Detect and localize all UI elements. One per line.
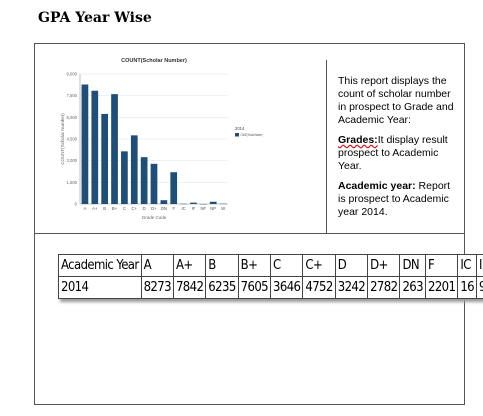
bar	[101, 113, 109, 204]
table-cell: 2782	[367, 276, 401, 299]
bar	[150, 163, 158, 204]
table-cell: 263	[399, 276, 426, 299]
table-cell: 7605	[237, 276, 272, 299]
bar	[160, 200, 168, 204]
x-tick-label: IC	[182, 206, 186, 211]
x-tick-label: C+	[132, 206, 138, 211]
table-cell: 16	[457, 276, 478, 299]
x-tick-label: W	[221, 206, 225, 211]
bar	[140, 157, 148, 204]
table-header-cell: C	[270, 254, 304, 277]
table-header-cell: DN	[399, 254, 426, 277]
x-tick-label: IF	[192, 206, 196, 211]
academic-year-text: Report is prospect to Academic year 2014…	[338, 180, 451, 218]
table-header-cell: IP	[476, 254, 483, 277]
bar	[81, 84, 89, 204]
x-tick-label: F	[172, 206, 175, 211]
table-cell: 4752	[302, 276, 336, 299]
x-tick-label: NP	[210, 206, 216, 211]
table-header-cell: F	[424, 254, 459, 277]
bar	[190, 202, 197, 204]
table-row: 2014 8273 7842 6235 7605 3646 4752 3242 2782 263 2…	[58, 276, 483, 299]
table-header-cell: D+	[367, 254, 401, 277]
table-cell: 6235	[205, 276, 239, 299]
table-header-cell: IC	[457, 254, 478, 277]
bar	[170, 172, 178, 204]
grade-bar-chart: COUNT(Scholar Number) 9,000 7,500 6,000 4,50…	[60, 58, 263, 220]
y-tick-label: 6,000	[67, 115, 78, 120]
bar	[111, 94, 118, 204]
description-intro: This report displays the count of schola…	[338, 75, 454, 126]
y-axis-label: COUNT(Scholar Number)	[60, 113, 65, 165]
table-cell: 3646	[270, 276, 304, 299]
grades-text: It display result prospect to Academic Y…	[338, 134, 448, 172]
x-tick-label: A	[84, 206, 87, 211]
table-header-cell: B	[205, 254, 239, 277]
table-header-cell: A	[140, 254, 174, 277]
table-cell: 94	[476, 276, 483, 299]
x-axis-label: Grade Code	[142, 215, 167, 220]
x-tick-label: A+	[92, 206, 98, 211]
y-tick-label: 7,500	[67, 93, 78, 98]
report-frame	[34, 43, 465, 405]
y-tick-label: 3,000	[67, 158, 78, 163]
y-tick-label: 1,500	[67, 180, 78, 185]
legend-group-label: 2014	[235, 126, 245, 131]
bar	[91, 90, 99, 204]
chart-title: COUNT(Scholar Number)	[121, 58, 187, 64]
y-tick-label: 4,500	[67, 137, 78, 142]
x-tick-label: B+	[112, 206, 118, 211]
y-tick-label: 9,000	[67, 72, 78, 77]
legend-entry: COUNT(Scholar Number)	[241, 133, 263, 137]
academic-year-label: Academic year:	[338, 180, 416, 192]
grades-label: Grades:	[338, 134, 378, 146]
x-tick-label: B	[103, 206, 106, 211]
bar	[121, 151, 128, 204]
table-cell: 2201	[424, 276, 459, 299]
section-divider	[34, 233, 465, 234]
x-tick-label: DN	[161, 206, 167, 211]
x-tick-label: NF	[201, 206, 207, 211]
report-description: This report displays the count of schola…	[338, 75, 460, 226]
y-tick-label: 0	[75, 202, 78, 207]
page-title: GPA Year Wise	[38, 10, 152, 26]
x-tick-label: D+	[151, 206, 157, 211]
x-tick-label: C	[123, 206, 126, 211]
table-header-cell: C+	[302, 254, 336, 277]
bar	[130, 135, 138, 204]
table-cell: 8273	[140, 276, 174, 299]
academic-year-note: Academic year: Report is prospect to Aca…	[338, 180, 460, 219]
table-header-cell: A+	[172, 254, 207, 277]
table-cell: 7842	[172, 276, 207, 299]
legend-swatch	[235, 133, 239, 137]
table-header-cell: Academic Year	[58, 254, 142, 277]
grades-note: Grades:It display result prospect to Aca…	[338, 134, 460, 173]
bar	[209, 201, 217, 204]
column-divider	[326, 60, 327, 233]
table-cell: 2014	[58, 276, 142, 299]
x-tick-label: D	[143, 206, 146, 211]
table-header-cell: D	[334, 254, 369, 277]
table-header-cell: B+	[237, 254, 272, 277]
table-cell: 3242	[334, 276, 369, 299]
